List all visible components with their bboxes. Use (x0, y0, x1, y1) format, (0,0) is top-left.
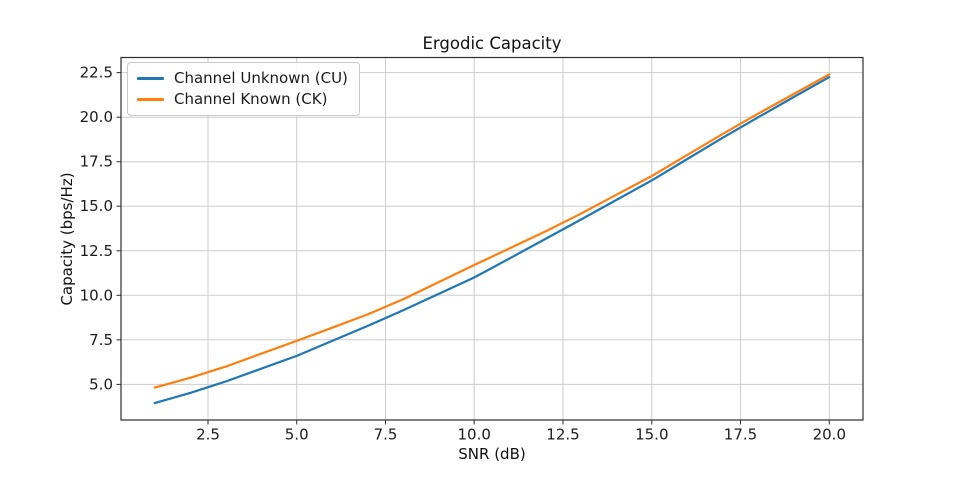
x-tick-label: 15.0 (635, 426, 668, 444)
x-tick-label: 20.0 (813, 426, 846, 444)
legend-label-cu: Channel Unknown (CU) (174, 69, 348, 87)
plot-frame (120, 56, 864, 421)
legend-label-ck: Channel Known (CK) (174, 90, 328, 108)
x-tick-label: 12.5 (546, 426, 579, 444)
x-tick-label: 5.0 (285, 426, 309, 444)
legend-item-cu: Channel Unknown (CU) (137, 68, 348, 89)
x-tick-label: 2.5 (196, 426, 220, 444)
series-lines (153, 73, 831, 405)
x-axis-label: SNR (dB) (458, 445, 526, 463)
grid-lines (121, 57, 863, 420)
y-tick-label: 22.5 (80, 64, 113, 82)
x-axis-ticks: 2.5 5.0 7.5 10.0 12.5 15.0 17.5 20.0 (196, 420, 846, 444)
y-tick-label: 5.0 (89, 375, 113, 393)
x-tick-label: 7.5 (374, 426, 398, 444)
series-line-cu (153, 75, 831, 405)
y-tick-label: 17.5 (80, 153, 113, 171)
chart-title: Ergodic Capacity (422, 34, 562, 53)
legend: Channel Unknown (CU) Channel Known (CK) (127, 62, 360, 116)
y-tick-label: 10.0 (80, 286, 113, 304)
y-tick-label: 12.5 (80, 242, 113, 260)
series-line-ck (153, 73, 831, 389)
legend-line-swatch-cu (137, 77, 164, 80)
y-tick-label: 20.0 (80, 108, 113, 126)
legend-line-swatch-ck (137, 98, 164, 101)
y-tick-label: 7.5 (89, 331, 113, 349)
legend-item-ck: Channel Known (CK) (137, 89, 348, 110)
y-axis-ticks: 5.0 7.5 10.0 12.5 15.0 17.5 20.0 22.5 (80, 64, 121, 393)
y-axis-label: Capacity (bps/Hz) (58, 172, 76, 306)
x-tick-label: 17.5 (724, 426, 757, 444)
x-tick-label: 10.0 (457, 426, 490, 444)
y-tick-label: 15.0 (80, 197, 113, 215)
